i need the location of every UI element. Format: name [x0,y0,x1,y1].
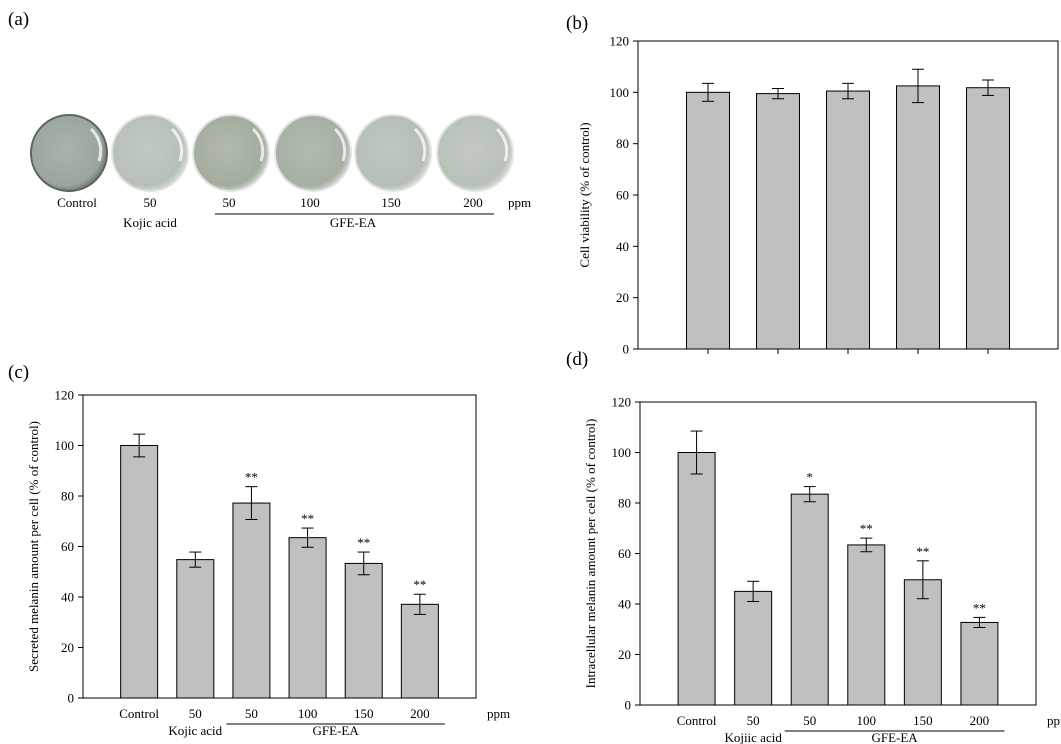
bar [232,502,271,699]
dish-4 [274,114,352,192]
dish-3 [192,114,270,192]
bar [756,93,800,350]
panel-c-label: (c) [8,362,29,383]
y-tick-label: 40 [618,597,631,612]
x-tick-label: 200 [970,713,990,728]
dish-highlight [413,127,427,162]
x-tick-label: 50 [245,706,258,721]
dish-highlight [170,127,184,162]
bar [790,493,829,706]
significance-mark: * [806,470,813,485]
bar [960,621,999,706]
bar [847,544,886,706]
dish-photos [30,114,514,192]
panel-a: (a) Control 50 50 100 150 200 ppm Kojic … [8,9,531,230]
y-tick-label: 120 [610,34,630,49]
bar [400,603,439,699]
bar [966,87,1010,350]
kojic-group-label: Kojiic acid [724,730,782,744]
x-tick-label: 100 [857,713,877,728]
y-tick-label: 100 [610,85,630,100]
significance-mark: ** [301,511,314,526]
y-tick-label: 20 [61,640,74,655]
panel-a-label: (a) [8,9,29,30]
y-tick-label: 40 [616,239,629,254]
y-tick-label: 40 [61,590,74,605]
dish-6 [436,114,514,192]
x-tick-label: 150 [913,713,933,728]
chart-c: 0 20 40 60 80 100 120 Secreted melanin amount p… [26,388,510,739]
bar [896,85,940,350]
significance-mark: ** [973,600,986,615]
chart-d: 0 20 40 60 80 100 120 Intracellular melanin amo… [583,395,1061,744]
significance-mark: ** [916,544,929,559]
x-tick-label: 200 [410,706,430,721]
y-tick-label: 0 [68,691,75,706]
dish-highlight [333,127,347,162]
x-unit-label: ppm [1047,713,1061,728]
bar [734,590,773,706]
bar [288,537,327,699]
bar [120,445,159,699]
dish-5 [354,114,432,192]
kojic-group-label: Kojic acid [168,723,222,738]
dish-label-gfe-150: 150 [381,195,401,210]
dish-highlight [495,127,509,162]
bar [677,452,716,706]
dish-label-gfe-50: 50 [223,195,236,210]
dish-label-gfe-200: 200 [463,195,483,210]
y-tick-label: 20 [616,290,629,305]
dish-1 [30,114,108,192]
group-label: GFE-EA [313,723,360,738]
panel-b-label: (b) [566,13,588,34]
x-tick-label: 50 [803,713,816,728]
y-tick-label: 0 [625,698,632,713]
y-tick-label: 100 [55,438,75,453]
dish-label-kojic-50: 50 [144,195,157,210]
dish-2 [111,114,189,192]
significance-mark: ** [357,535,370,550]
group-label: GFE-EA [871,730,918,744]
x-tick-label: 150 [354,706,374,721]
dish-group-label: GFE-EA [330,215,377,230]
bar [686,91,730,350]
y-axis-label: Cell viability (% of control) [577,122,592,267]
y-axis-label: Intracellular melanin amount per cell (%… [583,419,598,689]
bar [903,579,942,706]
y-tick-label: 60 [61,539,74,554]
y-tick-label: 80 [61,489,74,504]
y-tick-label: 100 [612,445,632,460]
y-tick-label: 80 [618,496,631,511]
dish-label-control: Control [57,195,97,210]
x-tick-label: 50 [747,713,760,728]
dish-highlight [251,127,265,162]
chart-b: 0 20 40 60 80 100 120 Cell viability (% of cont… [577,34,1059,357]
panel-d-label: (d) [566,349,588,370]
bar [344,562,383,699]
y-tick-label: 80 [616,136,629,151]
x-tick-label: 100 [298,706,318,721]
bar [176,559,215,699]
x-tick-label: 50 [189,706,202,721]
significance-mark: ** [413,577,426,592]
x-unit-label: ppm [487,706,510,721]
x-tick-label: Control [677,713,717,728]
significance-mark: ** [245,470,258,485]
dish-label-gfe-100: 100 [300,195,320,210]
dish-unit-label: ppm [508,195,531,210]
dish-kojic-label: Kojic acid [123,215,177,230]
y-tick-label: 20 [618,647,631,662]
y-tick-label: 0 [623,342,630,357]
dish-highlight [89,127,103,162]
significance-mark: ** [860,521,873,536]
y-axis-label: Secreted melanin amount per cell (% of c… [26,421,41,672]
bar [826,90,870,350]
y-tick-label: 60 [616,188,629,203]
y-tick-label: 60 [618,546,631,561]
y-tick-label: 120 [55,388,75,403]
x-tick-label: Control [119,706,159,721]
y-tick-label: 120 [612,395,632,410]
